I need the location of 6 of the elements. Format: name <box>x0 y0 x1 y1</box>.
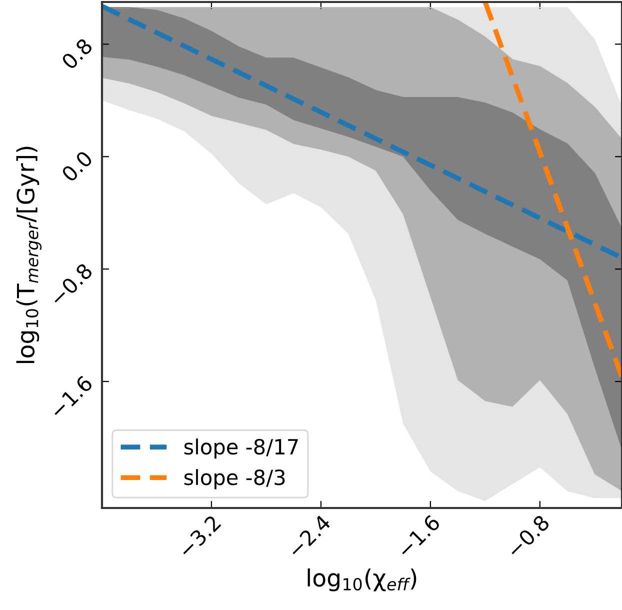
x-axis-title: log$_{10}$(χ$_{eff}$) <box>308 568 416 592</box>
y-axis-title: log$_{10}$(T$_{merger}$/[Gyr]) <box>16 146 42 364</box>
y-tick-label: 0.8 <box>60 38 94 70</box>
legend-label: slope -8/3 <box>184 469 285 490</box>
legend-label: slope -8/17 <box>184 438 298 459</box>
y-tick-label: 0.0 <box>60 150 94 183</box>
